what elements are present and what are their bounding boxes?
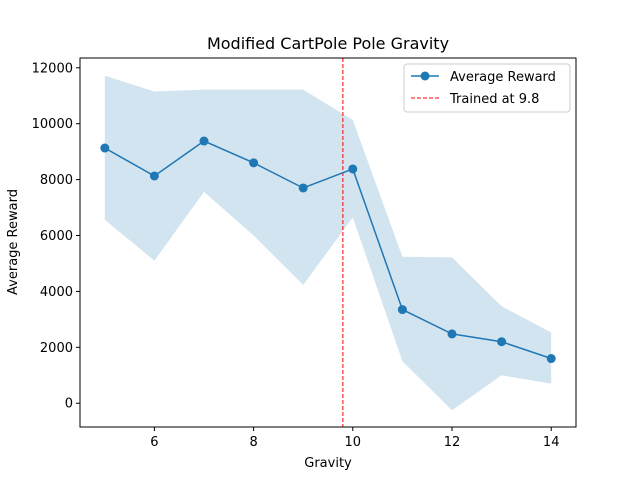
y-tick-label: 12000 bbox=[32, 61, 73, 76]
plot-area bbox=[100, 58, 556, 427]
series-0-point bbox=[447, 329, 457, 339]
series-0-point bbox=[497, 337, 507, 347]
x-axis: 6 8 10 12 14 bbox=[150, 427, 559, 450]
y-axis-label: Average Reward bbox=[6, 189, 21, 295]
legend-vline-label: Trained at 9.8 bbox=[449, 92, 539, 107]
series-0-point bbox=[149, 171, 159, 181]
y-tick-label: 4000 bbox=[40, 285, 73, 300]
y-tick-label: 8000 bbox=[40, 173, 73, 188]
y-tick-label: 10000 bbox=[32, 117, 73, 132]
series-0-point bbox=[298, 183, 308, 193]
series-0-point bbox=[397, 305, 407, 315]
series-0-point bbox=[348, 164, 358, 174]
legend-box bbox=[403, 63, 571, 113]
x-tick-label: 14 bbox=[543, 435, 560, 450]
legend-series-label: Average Reward bbox=[450, 70, 556, 85]
y-tick-label: 2000 bbox=[40, 341, 73, 356]
axes-frame bbox=[79, 57, 577, 428]
legend: Average Reward Trained at 9.8 bbox=[403, 63, 571, 113]
x-tick-label: 8 bbox=[249, 435, 257, 450]
x-tick-label: 10 bbox=[345, 435, 362, 450]
legend-series-marker bbox=[420, 71, 430, 81]
chart-title: Modified CartPole Pole Gravity bbox=[207, 34, 449, 53]
series-0-band bbox=[104, 75, 552, 411]
x-tick-label: 12 bbox=[444, 435, 461, 450]
x-axis-label: Gravity bbox=[304, 456, 352, 471]
series-0-point bbox=[249, 158, 259, 168]
series-0-point bbox=[100, 143, 110, 153]
y-axis: 0 2000 4000 6000 8000 10000 12000 bbox=[32, 61, 80, 412]
series-0-line bbox=[104, 140, 552, 360]
y-tick-label: 6000 bbox=[40, 229, 73, 244]
y-tick-label: 0 bbox=[65, 397, 73, 412]
series-0-point bbox=[199, 136, 209, 146]
x-tick-label: 6 bbox=[150, 435, 158, 450]
series-0-point bbox=[546, 354, 556, 364]
